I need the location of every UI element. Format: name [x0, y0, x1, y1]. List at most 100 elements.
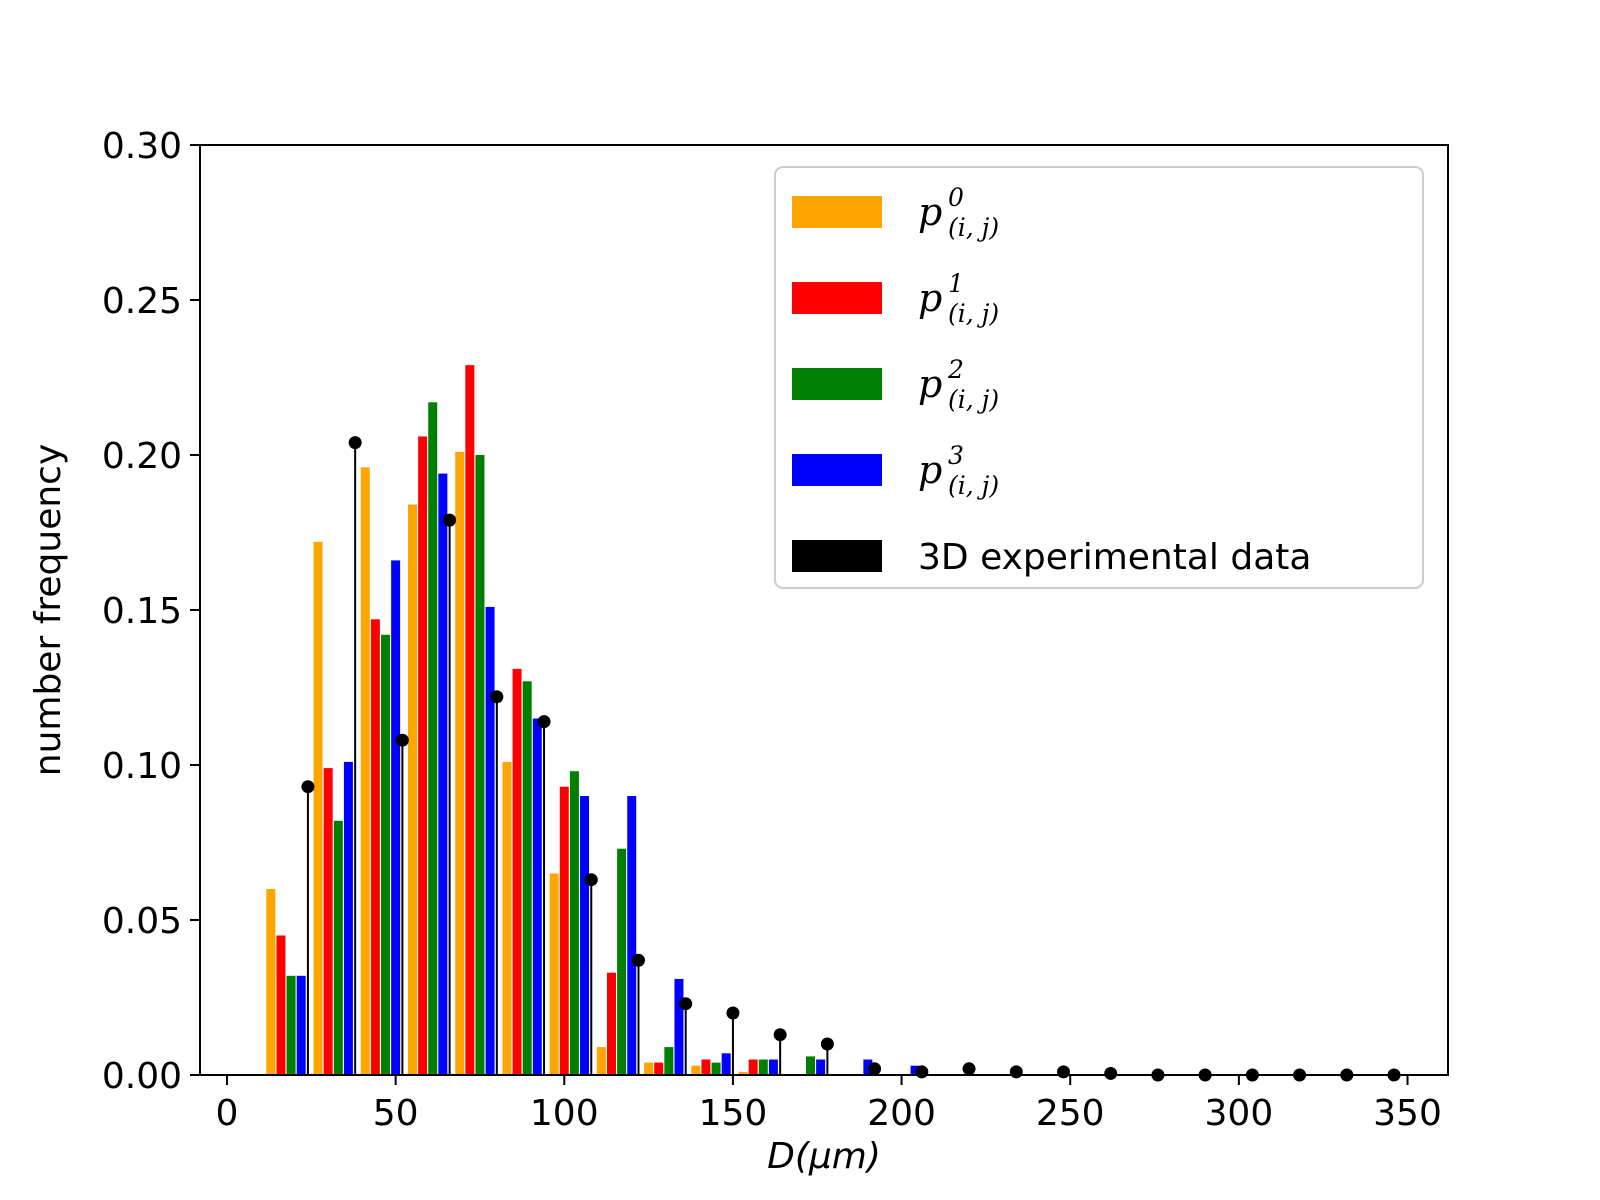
- bar-series-3-x134: [674, 978, 684, 1075]
- bar-series-2-x89: [522, 681, 532, 1075]
- bar-series-3-x120: [627, 796, 637, 1075]
- stem-marker-x220: [962, 1062, 976, 1076]
- stem-marker-x192: [868, 1062, 882, 1076]
- bar-series-1-x30: [323, 768, 333, 1075]
- bar-series-0-x83: [502, 761, 512, 1075]
- legend-swatch-1: [792, 282, 882, 314]
- legend-label-0: p 0 (i, j): [918, 183, 999, 242]
- x-tick-label-50: 50: [373, 1093, 419, 1134]
- bar-series-0-x55: [407, 504, 417, 1076]
- stem-marker-x52: [395, 733, 409, 747]
- bar-series-2-x131: [664, 1047, 674, 1075]
- bar-series-0-x13: [266, 889, 276, 1075]
- bar-series-3-x36: [343, 761, 353, 1075]
- bar-series-1-x44: [370, 619, 380, 1075]
- legend-box: [774, 166, 1424, 589]
- bar-layer: [266, 365, 920, 1076]
- stem-marker-x94: [537, 715, 551, 729]
- bar-series-3-x78: [485, 606, 495, 1075]
- x-tick-label-200: 200: [867, 1093, 936, 1134]
- stem-marker-x248: [1056, 1065, 1070, 1079]
- stem-marker-x108: [584, 873, 598, 887]
- legend-label-4: 3D experimental data: [918, 537, 1311, 578]
- legend-swatch-4: [792, 540, 882, 572]
- x-tick-label-0: 0: [216, 1093, 239, 1134]
- legend-label-1: p 1 (i, j): [918, 269, 999, 328]
- stem-marker-x136: [679, 997, 693, 1011]
- bar-series-2-x33: [333, 820, 343, 1075]
- bar-series-0-x111: [596, 1047, 606, 1075]
- legend-swatch-0: [792, 196, 882, 228]
- bar-series-2-x159: [758, 1059, 768, 1075]
- bar-series-0-x27: [313, 541, 323, 1075]
- legend-swatch-3: [792, 454, 882, 486]
- bar-series-3-x148: [721, 1053, 731, 1075]
- bar-series-2-x47: [381, 634, 391, 1075]
- stem-marker-x80: [490, 690, 504, 704]
- bar-series-0-x69: [455, 451, 465, 1075]
- bar-series-3-x162: [768, 1059, 778, 1075]
- bar-series-1-x86: [512, 668, 522, 1075]
- bar-series-3-x50: [391, 560, 401, 1075]
- y-tick-label-1: 0.05: [102, 901, 182, 942]
- y-tick-label-4: 0.20: [102, 436, 182, 477]
- y-axis: 0.00 0.05 0.10 0.15 0.20 0.25 0.30: [102, 126, 200, 1097]
- bar-series-1-x128: [654, 1062, 664, 1075]
- legend: p 0 (i, j) p 1 (i, j) p 2 (i, j) p 3 (i, j) 3D exper…: [774, 166, 1424, 589]
- bar-series-2-x103: [569, 771, 579, 1075]
- stem-marker-x38: [348, 436, 362, 450]
- bar-series-1-x142: [701, 1059, 711, 1075]
- stem-marker-x24: [301, 780, 315, 794]
- stem-layer: [301, 436, 1401, 1082]
- bar-series-2-x145: [711, 1062, 721, 1075]
- y-tick-label-6: 0.30: [102, 126, 182, 167]
- bar-series-2-x117: [617, 848, 627, 1075]
- legend-label-3: p 3 (i, j): [918, 441, 999, 500]
- y-tick-label-5: 0.25: [102, 281, 182, 322]
- bar-series-1-x58: [418, 436, 428, 1075]
- bar-series-1-x16: [276, 935, 286, 1075]
- bar-series-3-x106: [580, 796, 590, 1075]
- y-axis-label: number frequency: [28, 444, 69, 777]
- bar-series-2-x75: [475, 455, 485, 1075]
- legend-swatch-2: [792, 368, 882, 400]
- bar-series-3-x64: [438, 473, 448, 1076]
- bar-series-3-x204: [910, 1065, 920, 1075]
- bar-series-0-x125: [644, 1062, 654, 1075]
- x-axis-label: D(μm): [767, 1136, 881, 1177]
- bar-series-3-x176: [816, 1059, 826, 1075]
- x-axis: 0 50 100 150 200 250 300 350: [216, 1075, 1442, 1134]
- bar-series-1-x72: [465, 365, 475, 1076]
- y-tick-label-3: 0.15: [102, 591, 182, 632]
- bar-series-2-x173: [806, 1056, 816, 1075]
- stem-marker-x262: [1104, 1066, 1118, 1080]
- legend-label-2: p 2 (i, j): [918, 355, 999, 414]
- bar-series-2-x19: [286, 975, 296, 1075]
- bar-series-1-x114: [607, 972, 617, 1075]
- y-tick-label-0: 0.00: [102, 1056, 182, 1097]
- stem-marker-x206: [915, 1065, 929, 1079]
- x-tick-label-300: 300: [1205, 1093, 1274, 1134]
- bar-series-3-x22: [296, 975, 306, 1075]
- bar-series-1-x100: [559, 786, 569, 1075]
- stem-marker-x164: [773, 1028, 787, 1042]
- bar-series-0-x139: [691, 1065, 701, 1075]
- stem-marker-x150: [726, 1006, 740, 1020]
- x-tick-label-100: 100: [530, 1093, 599, 1134]
- x-tick-label-250: 250: [1036, 1093, 1105, 1134]
- bar-series-3-x92: [532, 718, 542, 1075]
- bar-series-0-x41: [360, 467, 370, 1075]
- x-tick-label-150: 150: [699, 1093, 768, 1134]
- stem-marker-x122: [631, 953, 645, 967]
- bar-series-1-x156: [748, 1059, 758, 1075]
- bar-series-0-x153: [738, 1071, 748, 1075]
- stem-marker-x234: [1009, 1065, 1023, 1079]
- stem-marker-x66: [443, 513, 457, 527]
- bar-series-3-x190: [863, 1059, 873, 1075]
- stem-marker-x178: [820, 1037, 834, 1051]
- y-tick-label-2: 0.10: [102, 746, 182, 787]
- bar-series-2-x61: [428, 402, 438, 1075]
- bar-series-0-x97: [549, 873, 559, 1075]
- x-tick-label-350: 350: [1373, 1093, 1442, 1134]
